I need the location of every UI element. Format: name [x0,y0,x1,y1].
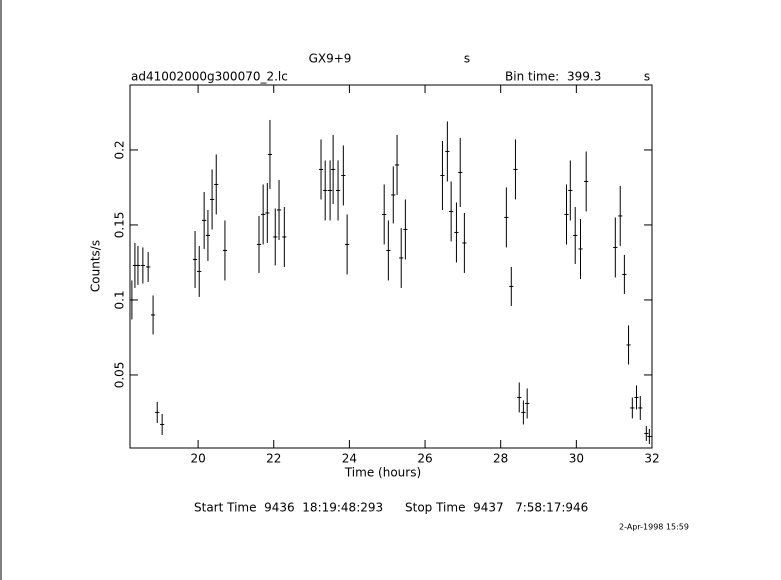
bin-time-label: Bin time: [505,70,559,84]
title-unit: s [464,52,470,66]
y-tick-label: 0.05 [113,362,127,389]
x-tick-label: 20 [190,452,205,466]
y-axis-label: Counts/s [89,240,103,292]
x-axis-label: Time (hours) [344,466,421,480]
file-name: ad41002000g300070_2.lc [131,70,288,84]
y-tick-label: 0.2 [113,140,127,159]
bin-time-value: 399.3 [567,70,601,84]
plot-frame [129,84,653,449]
y-tick-label: 0.15 [113,212,127,239]
chart-title: GX9+9 [309,52,352,66]
stop-time: Stop Time 9437 7:58:17:946 [405,501,588,515]
x-tick-label: 28 [493,452,508,466]
x-tick-label: 26 [417,452,432,466]
start-time: Start Time 9436 18:19:48:293 [194,501,383,515]
plot-date: 2-Apr-1998 15:59 [619,523,689,532]
x-tick-label: 22 [266,452,281,466]
x-tick-label: 32 [644,452,659,466]
bin-time-unit: s [644,70,650,84]
x-tick-label: 30 [569,452,584,466]
x-tick-label: 24 [342,452,357,466]
y-tick-label: 0.1 [113,290,127,309]
